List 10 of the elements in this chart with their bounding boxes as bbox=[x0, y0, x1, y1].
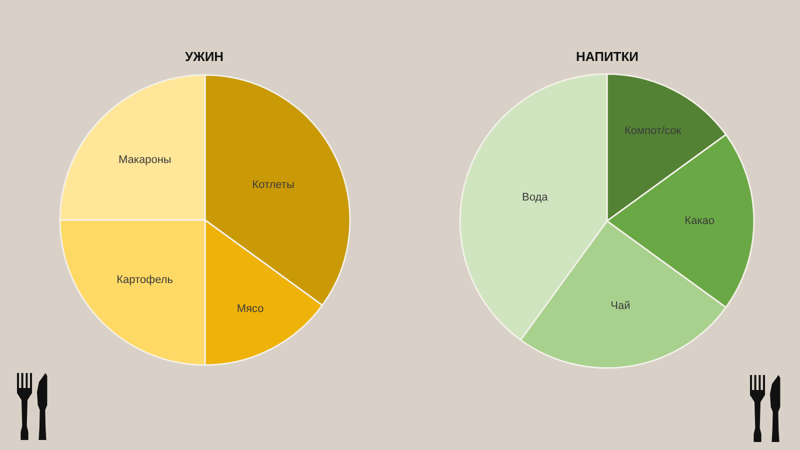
slice-label: Мясо bbox=[236, 302, 264, 315]
chart-title: НАПИТКИ bbox=[576, 49, 639, 64]
slice-label: Компот/сок bbox=[624, 124, 682, 137]
slice-label: Вода bbox=[522, 192, 549, 204]
slice-label: Котлеты bbox=[252, 179, 294, 192]
slice-label: Какао bbox=[684, 215, 714, 227]
slice-label: Чай bbox=[610, 300, 630, 312]
chart-title: УЖИН bbox=[185, 49, 224, 64]
slice-label: Картофель bbox=[116, 274, 174, 286]
slice-label: Макароны bbox=[118, 154, 172, 166]
